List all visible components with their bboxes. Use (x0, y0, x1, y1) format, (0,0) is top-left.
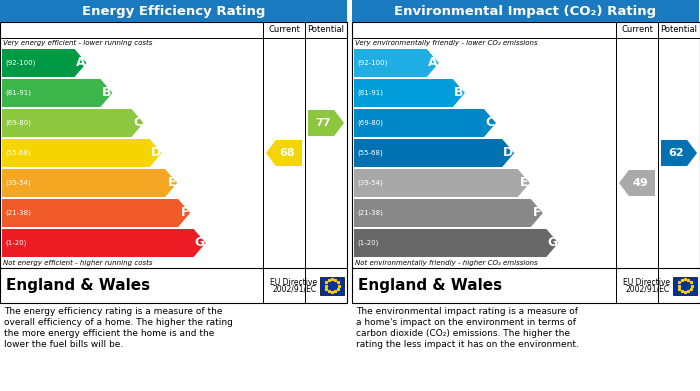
Text: Energy Efficiency Rating: Energy Efficiency Rating (82, 5, 265, 18)
Text: Potential: Potential (661, 25, 697, 34)
Text: B: B (454, 86, 464, 99)
Text: a home's impact on the environment in terms of: a home's impact on the environment in te… (356, 318, 576, 327)
Text: 68: 68 (279, 148, 295, 158)
Text: (81-91): (81-91) (357, 90, 383, 96)
Text: (69-80): (69-80) (357, 120, 383, 126)
Text: Environmental Impact (CO₂) Rating: Environmental Impact (CO₂) Rating (394, 5, 657, 18)
Bar (0, 0, 347, 22)
Text: overall efficiency of a home. The higher the rating: overall efficiency of a home. The higher… (4, 318, 233, 327)
Text: the more energy efficient the home is and the: the more energy efficient the home is an… (4, 329, 214, 338)
Text: 2002/91/EC: 2002/91/EC (626, 285, 670, 294)
Polygon shape (354, 139, 514, 167)
Polygon shape (2, 229, 206, 257)
Text: Very environmentally friendly - lower CO₂ emissions: Very environmentally friendly - lower CO… (355, 40, 538, 46)
Text: (1-20): (1-20) (357, 240, 379, 246)
Polygon shape (266, 140, 302, 166)
Text: Potential: Potential (307, 25, 344, 34)
Text: G: G (547, 237, 557, 249)
Text: (55-68): (55-68) (357, 150, 383, 156)
Text: Very energy efficient - lower running costs: Very energy efficient - lower running co… (3, 40, 153, 46)
Text: 77: 77 (316, 118, 331, 128)
Text: (39-54): (39-54) (5, 180, 31, 186)
Text: Not energy efficient - higher running costs: Not energy efficient - higher running co… (3, 260, 153, 266)
Text: lower the fuel bills will be.: lower the fuel bills will be. (4, 340, 123, 349)
Polygon shape (2, 169, 177, 197)
Text: Current: Current (268, 25, 300, 34)
Text: Current: Current (621, 25, 653, 34)
Text: (39-54): (39-54) (357, 180, 383, 186)
Polygon shape (354, 79, 465, 107)
Text: carbon dioxide (CO₂) emissions. The higher the: carbon dioxide (CO₂) emissions. The high… (356, 329, 570, 338)
Text: A: A (428, 57, 438, 70)
Text: C: C (486, 117, 495, 129)
Polygon shape (354, 229, 559, 257)
Polygon shape (2, 139, 162, 167)
Text: (21-38): (21-38) (5, 210, 31, 216)
Text: (92-100): (92-100) (357, 60, 387, 66)
Text: E: E (168, 176, 176, 190)
Text: F: F (181, 206, 189, 219)
Text: D: D (503, 147, 513, 160)
Text: B: B (102, 86, 111, 99)
Text: 49: 49 (632, 178, 648, 188)
Polygon shape (354, 109, 496, 137)
Polygon shape (354, 169, 530, 197)
Text: (69-80): (69-80) (5, 120, 31, 126)
Text: The environmental impact rating is a measure of: The environmental impact rating is a mea… (356, 307, 578, 316)
Polygon shape (2, 79, 113, 107)
Bar (352, 0, 699, 22)
Text: 2002/91/EC: 2002/91/EC (273, 285, 317, 294)
Bar (320, 276, 344, 294)
Text: D: D (150, 147, 160, 160)
Polygon shape (354, 199, 542, 227)
Text: C: C (134, 117, 143, 129)
Text: 62: 62 (668, 148, 684, 158)
Text: England & Wales: England & Wales (358, 278, 502, 293)
Polygon shape (2, 109, 143, 137)
Text: G: G (195, 237, 204, 249)
Bar (673, 276, 697, 294)
Polygon shape (2, 49, 87, 77)
Text: EU Directive: EU Directive (623, 278, 670, 287)
Text: (1-20): (1-20) (5, 240, 27, 246)
Text: (55-68): (55-68) (5, 150, 31, 156)
Text: (21-38): (21-38) (357, 210, 383, 216)
Bar (352, 22, 700, 303)
Text: England & Wales: England & Wales (6, 278, 150, 293)
Text: (92-100): (92-100) (5, 60, 36, 66)
Polygon shape (354, 49, 439, 77)
Polygon shape (2, 199, 190, 227)
Text: E: E (520, 176, 528, 190)
Text: EU Directive: EU Directive (270, 278, 317, 287)
Text: (81-91): (81-91) (5, 90, 31, 96)
Text: F: F (533, 206, 542, 219)
Text: The energy efficiency rating is a measure of the: The energy efficiency rating is a measur… (4, 307, 223, 316)
Polygon shape (619, 170, 655, 196)
Text: rating the less impact it has on the environment.: rating the less impact it has on the env… (356, 340, 579, 349)
Bar (0, 22, 347, 303)
Polygon shape (661, 140, 697, 166)
Text: A: A (76, 57, 85, 70)
Text: Not environmentally friendly - higher CO₂ emissions: Not environmentally friendly - higher CO… (355, 260, 538, 266)
Polygon shape (308, 110, 344, 136)
